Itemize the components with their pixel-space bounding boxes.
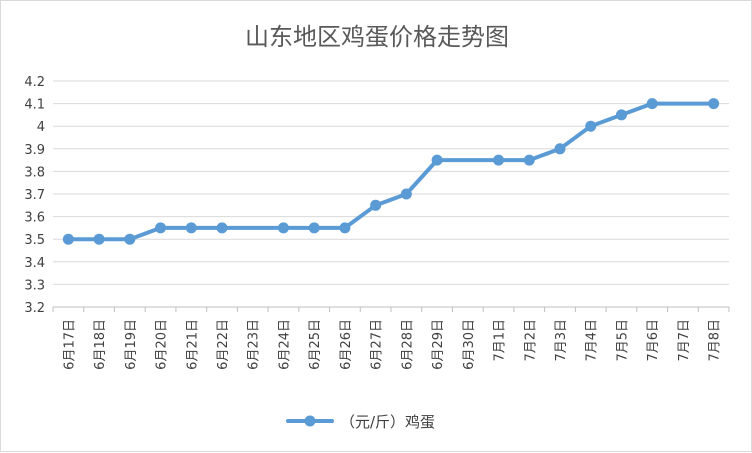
data-point <box>646 98 658 110</box>
x-tick-label: 6月17日 <box>62 319 77 370</box>
legend-marker-icon <box>304 415 316 427</box>
x-tick-label: 7月7日 <box>677 319 692 362</box>
data-point <box>124 233 136 245</box>
x-tick-label: 6月25日 <box>308 319 323 370</box>
x-tick-label: 6月28日 <box>400 319 415 370</box>
data-point <box>277 222 289 234</box>
y-tick-label: 4.1 <box>24 98 45 113</box>
x-tick-label: 6月24日 <box>277 319 292 370</box>
y-tick-label: 3.9 <box>24 143 45 158</box>
x-tick-label: 7月1日 <box>493 319 508 362</box>
y-tick-label: 3.7 <box>24 188 45 203</box>
data-point <box>554 143 566 155</box>
series-layer <box>62 98 720 245</box>
x-tick-label: 6月26日 <box>339 319 354 370</box>
x-tick-label: 6月19日 <box>124 319 139 370</box>
y-tick-label: 3.8 <box>24 165 45 180</box>
x-tick-label: 7月5日 <box>615 319 630 362</box>
x-tick-label: 7月2日 <box>523 319 538 362</box>
data-point <box>93 233 105 245</box>
gridlines <box>53 80 729 308</box>
data-point <box>431 154 443 166</box>
x-tick-label: 7月6日 <box>646 319 661 362</box>
data-point <box>339 222 351 234</box>
data-point <box>216 222 228 234</box>
data-point <box>708 98 720 110</box>
y-tick-label: 3.3 <box>24 278 45 293</box>
data-point <box>400 188 412 200</box>
data-point <box>615 109 627 121</box>
legend: （元/斤）鸡蛋 <box>286 413 435 431</box>
data-point <box>155 222 167 234</box>
y-tick-label: 3.6 <box>24 211 45 226</box>
x-tick-label: 6月21日 <box>185 319 200 370</box>
y-tick-label: 4 <box>37 120 45 135</box>
x-tick-label: 6月18日 <box>93 319 108 370</box>
x-tick-label: 6月22日 <box>216 319 231 370</box>
x-tick-label: 7月3日 <box>554 319 569 362</box>
x-axis-ticks: 6月17日 6月18日 6月19日 6月20日 6月21日 6月22日 6月23日 6月24日… <box>52 307 730 370</box>
y-tick-label: 4.2 <box>24 75 45 90</box>
data-point <box>493 154 505 166</box>
chart-title: 山东地区鸡蛋价格走势图 <box>245 23 509 51</box>
y-axis-ticks: 3.2 3.3 3.4 3.5 3.6 3.7 3.8 3.9 4 4.1 4.2 <box>24 75 45 316</box>
data-point <box>370 199 382 211</box>
data-point <box>308 222 320 234</box>
data-point <box>62 233 74 245</box>
x-tick-label: 7月4日 <box>585 319 600 362</box>
legend-label: （元/斤）鸡蛋 <box>340 413 435 431</box>
x-tick-label: 7月8日 <box>708 319 723 362</box>
y-tick-label: 3.4 <box>24 256 45 271</box>
y-tick-label: 3.5 <box>24 233 45 248</box>
x-tick-label: 6月29日 <box>431 319 446 370</box>
data-point <box>185 222 197 234</box>
x-tick-label: 6月23日 <box>247 319 262 370</box>
x-tick-label: 6月20日 <box>155 319 170 370</box>
x-tick-label: 6月30日 <box>462 319 477 370</box>
data-point <box>585 120 597 132</box>
y-tick-label: 3.2 <box>24 301 45 316</box>
data-point <box>523 154 535 166</box>
x-tick-label: 6月27日 <box>370 319 385 370</box>
